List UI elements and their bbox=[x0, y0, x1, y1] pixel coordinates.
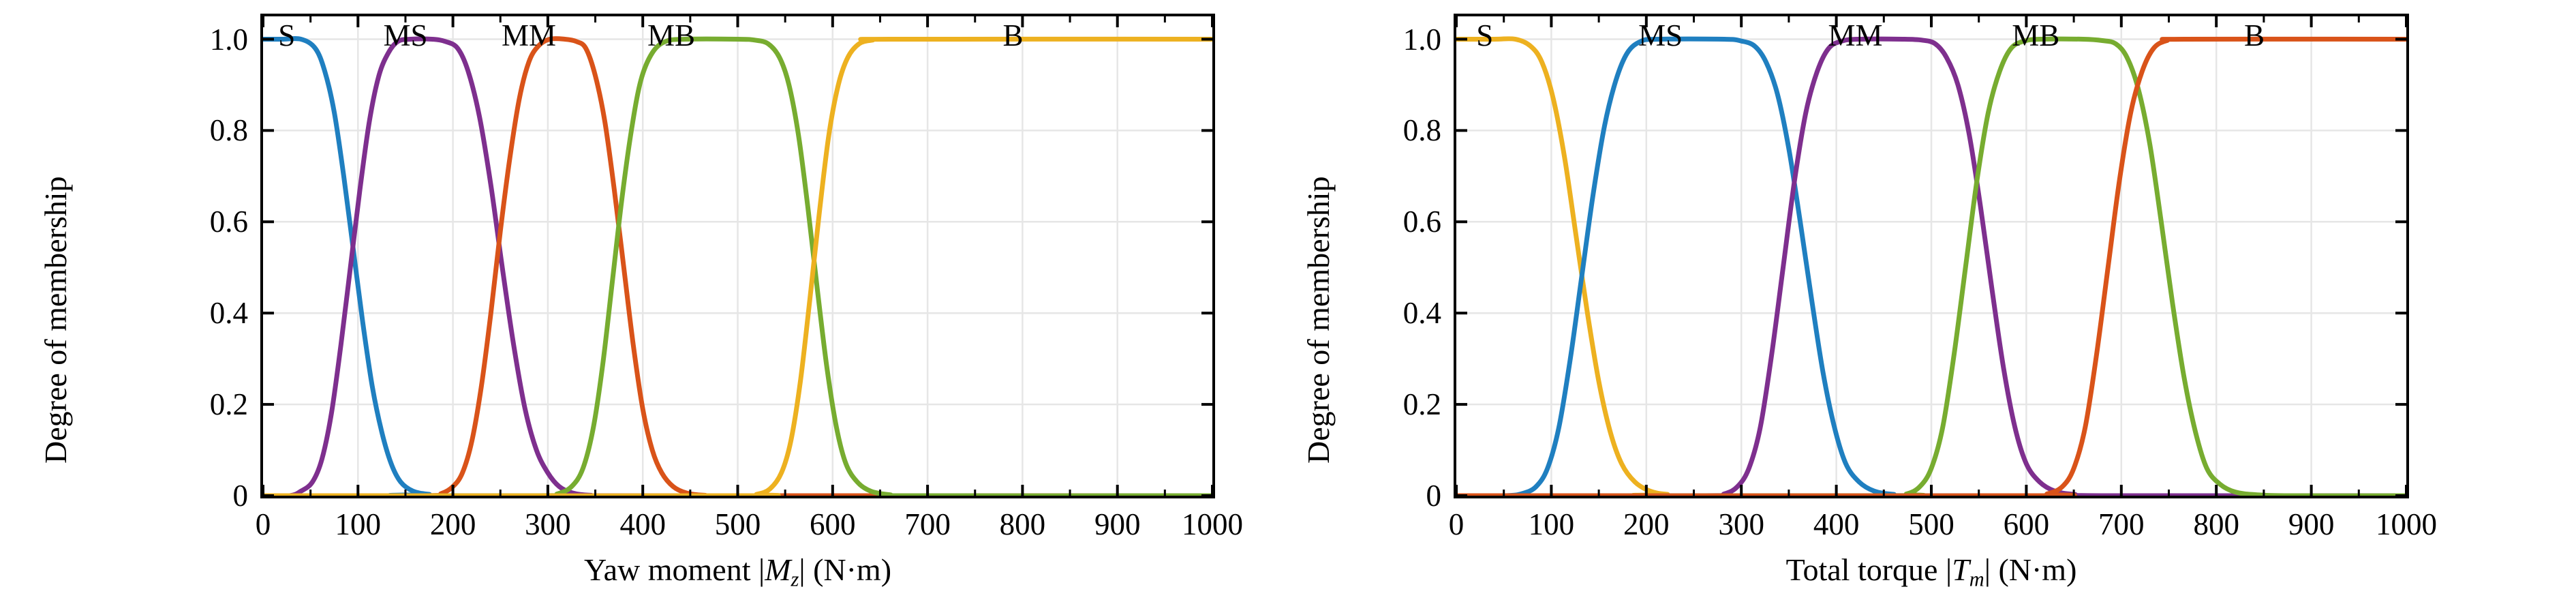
x-axis-subscript-left: z bbox=[791, 567, 799, 591]
mf-curve-MB bbox=[263, 36, 1212, 496]
y-tick-labels-right: 0 0.2 0.4 0.6 0.8 1.0 bbox=[1268, 14, 1441, 513]
y-tick-label: 0.2 bbox=[1402, 387, 1441, 422]
plot-area-left bbox=[260, 14, 1215, 498]
x-tick-label: 100 bbox=[1528, 507, 1575, 541]
mf-label-MS: MS bbox=[383, 18, 428, 52]
mf-label-MB: MB bbox=[2012, 18, 2060, 52]
mf-label-MM: MM bbox=[1828, 18, 1883, 52]
x-tick-label: 900 bbox=[2288, 507, 2335, 541]
abs-bar-open-left: | bbox=[758, 552, 765, 587]
y-tick-labels-left: 0 0.2 0.4 0.6 0.8 1.0 bbox=[0, 14, 248, 513]
mf-curve-S bbox=[263, 35, 1212, 496]
mf-label-MB: MB bbox=[647, 18, 696, 52]
y-tick-label: 0.8 bbox=[1402, 113, 1441, 148]
x-tick-label: 600 bbox=[2003, 507, 2050, 541]
x-axis-label-left-pre: Yaw moment bbox=[583, 552, 758, 587]
mf-curve-B bbox=[1456, 36, 2406, 496]
x-tick-label: 900 bbox=[1094, 507, 1141, 541]
abs-bar-open-right: | bbox=[1945, 552, 1952, 587]
x-axis-label-left: Yaw moment |Mz| (N·m) bbox=[584, 552, 891, 592]
mf-label-B: B bbox=[1002, 18, 1024, 52]
mf-curve-B bbox=[263, 36, 1212, 496]
y-tick-label: 0 bbox=[1426, 479, 1442, 513]
y-tick-label: 1.0 bbox=[1402, 22, 1441, 57]
y-tick-label: 0.4 bbox=[1402, 296, 1441, 331]
x-tick-label: 800 bbox=[2193, 507, 2239, 541]
x-tick-label: 300 bbox=[525, 507, 571, 541]
x-tick-label: 700 bbox=[904, 507, 951, 541]
y-tick-label: 0.2 bbox=[209, 387, 248, 422]
x-tick-label: 300 bbox=[1718, 507, 1764, 541]
mf-curve-MM bbox=[1456, 36, 2406, 496]
x-axis-symbol-right: T bbox=[1952, 552, 1969, 587]
mf-curve-MB bbox=[1456, 36, 2406, 496]
mf-label-B: B bbox=[2243, 18, 2265, 52]
mf-label-MS: MS bbox=[1638, 18, 1683, 52]
mf-label-S: S bbox=[1476, 18, 1494, 52]
mf-curve-S bbox=[1456, 36, 2406, 496]
y-tick-label: 0.6 bbox=[209, 205, 248, 239]
y-tick-label: 1.0 bbox=[209, 22, 248, 57]
mf-curve-MM bbox=[263, 36, 1212, 496]
x-tick-label: 1000 bbox=[1182, 507, 1243, 541]
x-tick-label: 0 bbox=[255, 507, 271, 541]
x-tick-label: 200 bbox=[1623, 507, 1670, 541]
x-tick-label: 500 bbox=[714, 507, 761, 541]
mf-curve-MS bbox=[1456, 36, 2406, 496]
x-axis-unit-right: (N·m) bbox=[1990, 552, 2077, 587]
abs-bar-close-right: | bbox=[1984, 552, 1991, 587]
x-axis-unit-left: (N·m) bbox=[805, 552, 892, 587]
x-tick-label: 100 bbox=[335, 507, 382, 541]
y-tick-label: 0 bbox=[232, 479, 249, 513]
plot-area-right bbox=[1454, 14, 2409, 498]
mf-label-S: S bbox=[278, 18, 296, 52]
x-tick-label: 400 bbox=[1813, 507, 1860, 541]
curves-right bbox=[1456, 16, 2406, 496]
x-axis-symbol-left: M bbox=[765, 552, 791, 587]
x-tick-label: 400 bbox=[619, 507, 666, 541]
x-tick-label: 1000 bbox=[2376, 507, 2437, 541]
x-axis-subscript-right: m bbox=[1969, 567, 1984, 591]
y-tick-label: 0.8 bbox=[209, 113, 248, 148]
x-tick-label: 600 bbox=[810, 507, 856, 541]
abs-bar-close-left: | bbox=[799, 552, 806, 587]
mf-label-MM: MM bbox=[501, 18, 557, 52]
x-tick-label: 500 bbox=[1908, 507, 1954, 541]
x-axis-label-right: Total torque |Tm| (N·m) bbox=[1786, 552, 2077, 592]
x-tick-label: 200 bbox=[429, 507, 476, 541]
curves-left bbox=[263, 16, 1212, 496]
x-tick-label: 0 bbox=[1448, 507, 1465, 541]
y-tick-label: 0.6 bbox=[1402, 205, 1441, 239]
y-tick-label: 0.4 bbox=[209, 296, 248, 331]
x-tick-label: 800 bbox=[999, 507, 1046, 541]
x-axis-label-right-pre: Total torque bbox=[1785, 552, 1946, 587]
x-tick-label: 700 bbox=[2098, 507, 2145, 541]
